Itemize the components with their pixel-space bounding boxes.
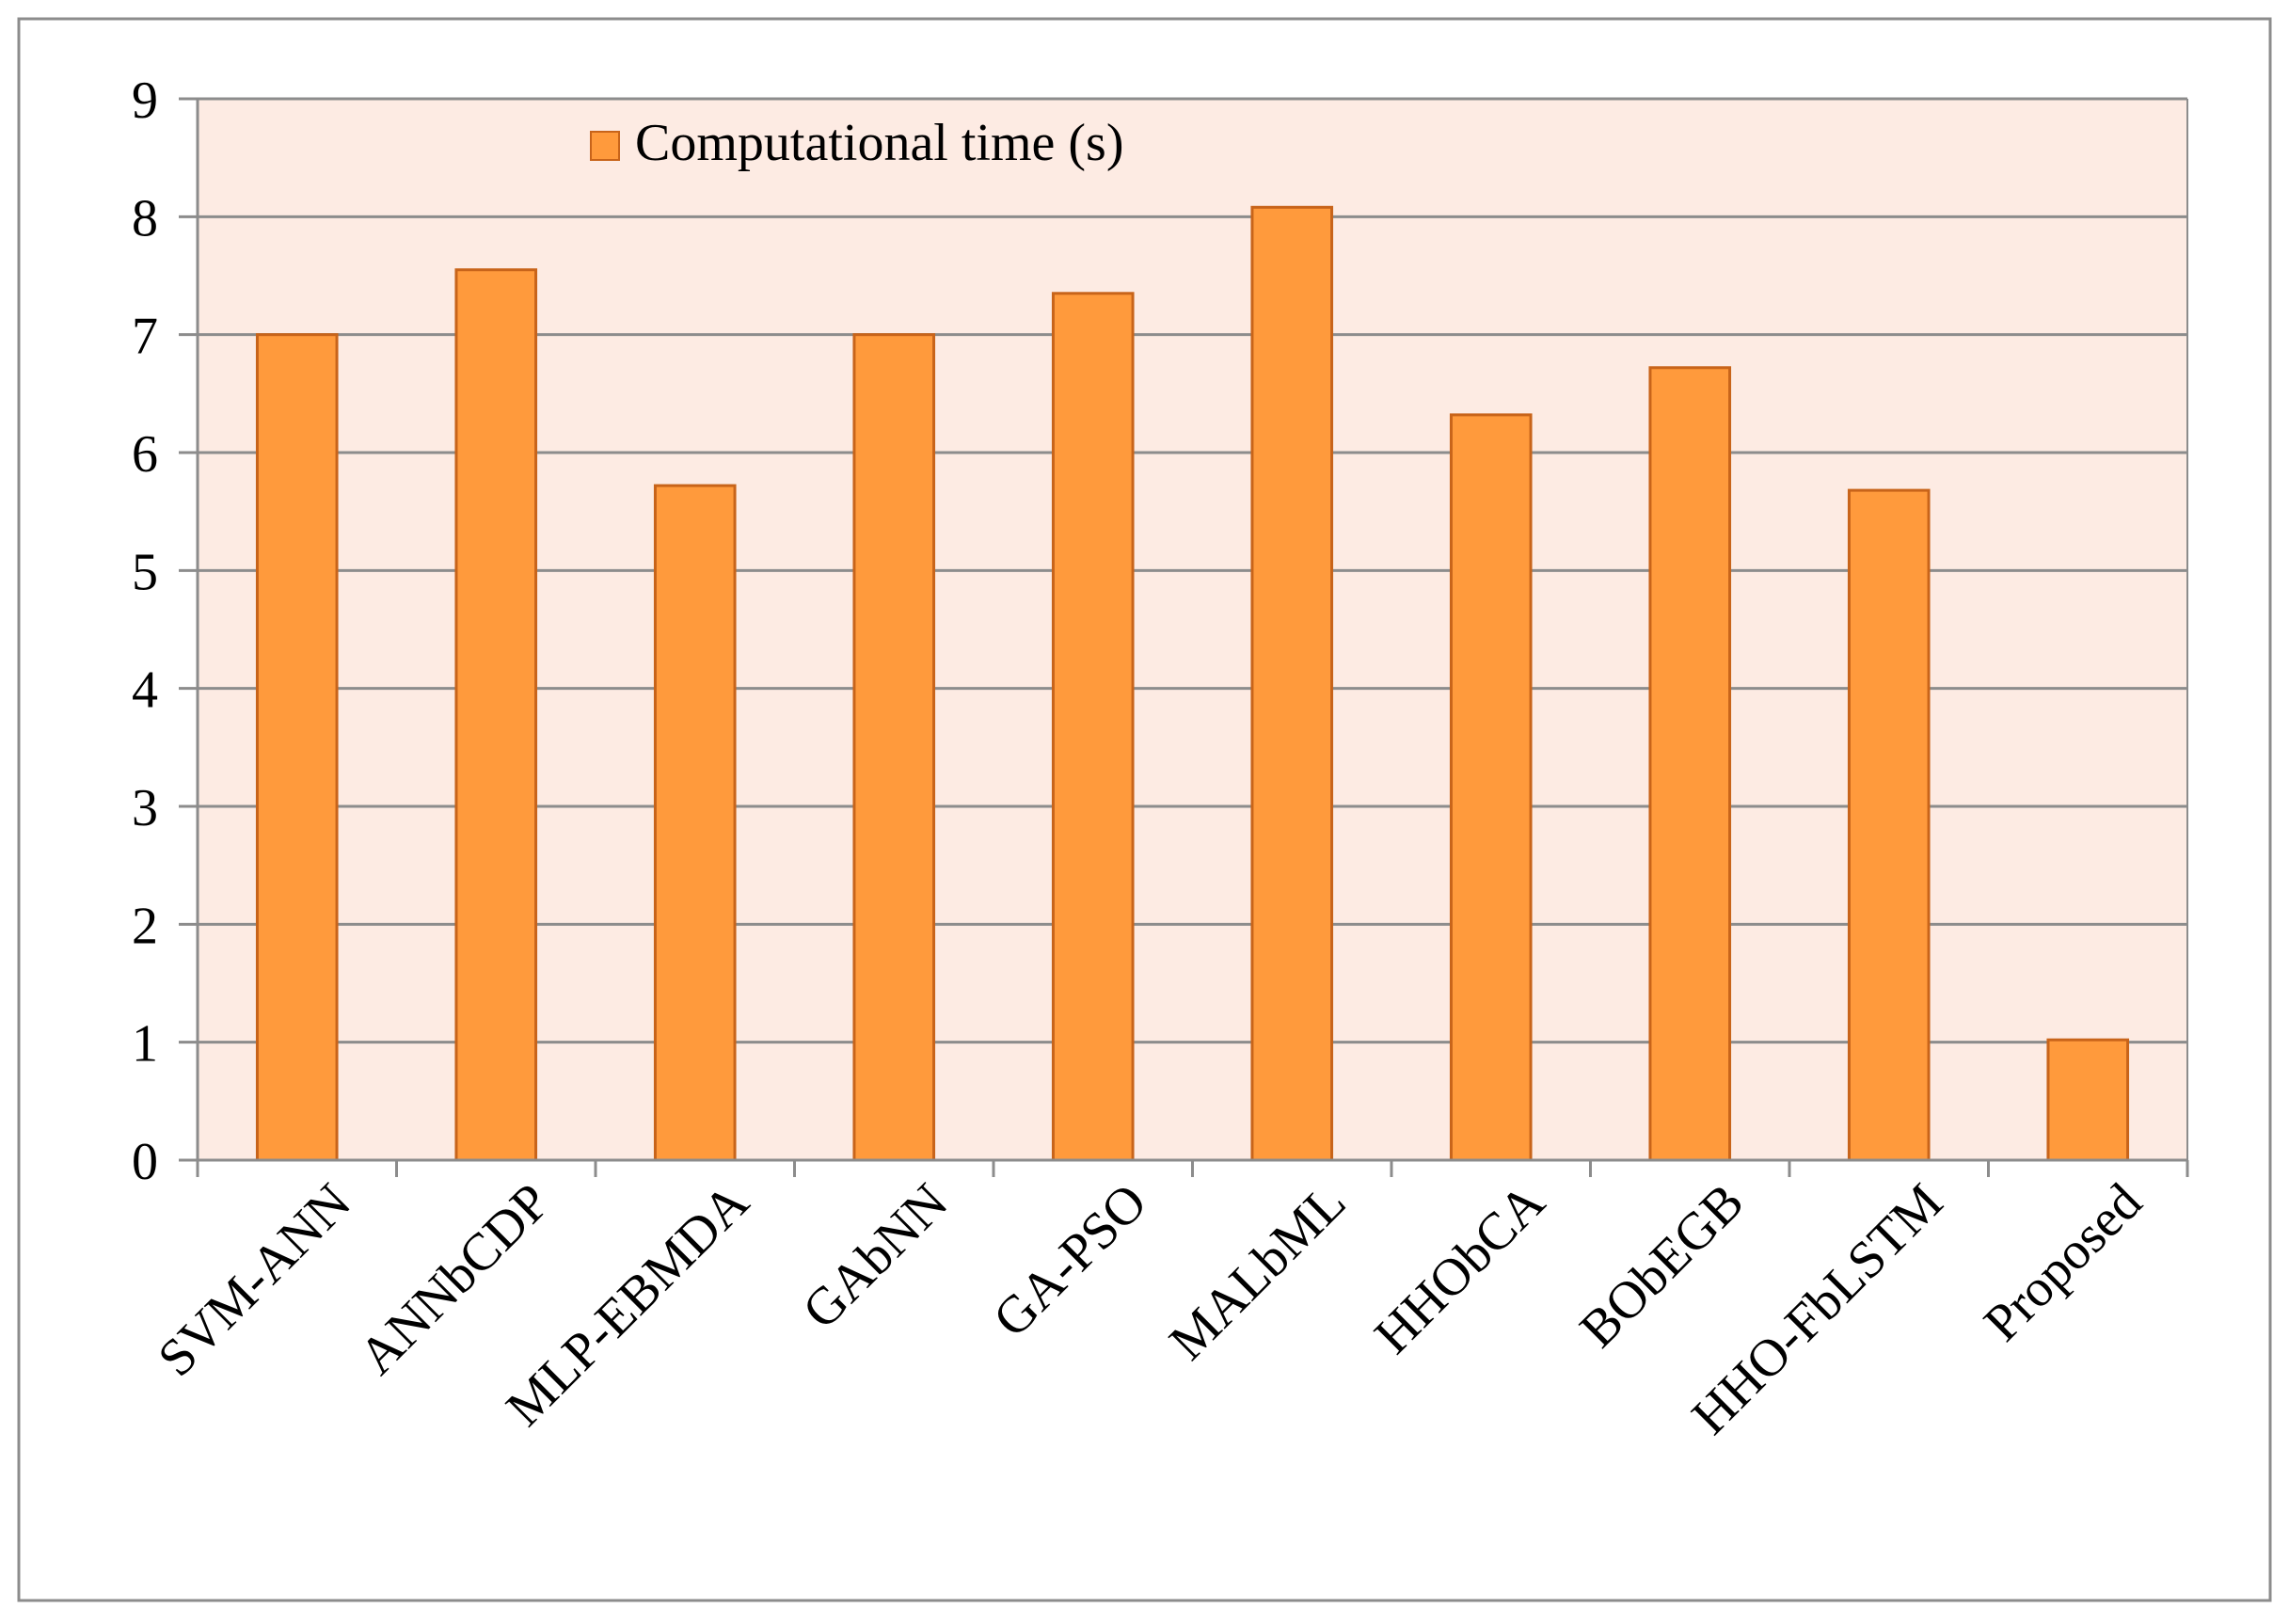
y-tick-label: 5 <box>132 543 158 601</box>
bars <box>255 205 2130 1162</box>
y-tick-label: 1 <box>132 1015 158 1074</box>
axes <box>179 97 2189 1177</box>
bar-malbml <box>1250 205 1334 1162</box>
y-tick-label: 3 <box>132 779 158 837</box>
bar-gabnn <box>852 333 936 1162</box>
bar-svm-ann <box>255 333 339 1162</box>
bar-hho-fblstm <box>1847 488 1931 1162</box>
bar-bobegb <box>1648 366 1732 1162</box>
y-tick-label: 4 <box>132 661 158 720</box>
legend-label: Computational time (s) <box>635 114 1123 172</box>
y-tick-label: 2 <box>132 897 158 955</box>
bar-mlp-ebmda <box>653 484 737 1162</box>
y-tick-label: 6 <box>132 425 158 484</box>
y-tick-labels: 0 1 2 3 4 5 6 7 8 9 <box>132 72 158 1191</box>
bar-proposed <box>2046 1038 2130 1162</box>
legend: Computational time (s) <box>590 114 1123 172</box>
bar-annbcdp <box>454 268 538 1162</box>
y-tick-label: 0 <box>132 1133 158 1191</box>
y-tick-label: 7 <box>132 308 158 366</box>
y-tick-label: 9 <box>132 72 158 130</box>
bar-hhobca <box>1449 413 1533 1162</box>
bar-ga-pso <box>1051 292 1135 1162</box>
legend-swatch <box>590 131 620 161</box>
y-tick-label: 8 <box>132 189 158 247</box>
